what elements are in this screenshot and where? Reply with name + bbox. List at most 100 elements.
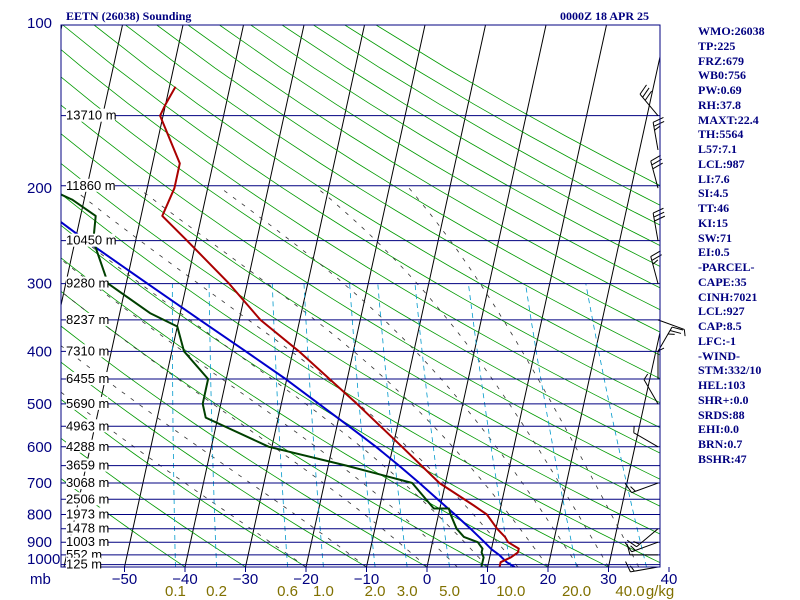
axis-labels: 13710 m 11860 m 10450 m 9280 m 8237 m 7310 m 6… — [27, 15, 677, 600]
indices-panel: WMO:26038 TP:225 FRZ:679 WB0:756 PW:0.69 RH:3… — [698, 24, 765, 467]
wind-barb — [626, 528, 659, 548]
temperature-label: 0 — [423, 571, 431, 588]
pressure-label: 800 — [27, 506, 52, 523]
wind-barb-flag — [626, 539, 637, 548]
index-item: TH:5564 — [698, 127, 744, 142]
index-item: CAPE:35 — [698, 274, 747, 289]
height-label-bg — [66, 458, 108, 472]
index-item: -PARCEL- — [698, 260, 755, 274]
plot-background — [61, 25, 660, 567]
height-label: 7310 m — [66, 343, 109, 358]
sounding-time: 0000Z 18 APR 25 — [560, 9, 650, 23]
wind-barb-staff — [650, 160, 659, 189]
pressure-label: 500 — [27, 396, 52, 413]
mixing-ratio-label: 2.0 — [365, 583, 386, 600]
wind-barb-staff — [652, 122, 659, 150]
moist-adiabat-line — [71, 187, 519, 567]
index-item: FRZ:679 — [698, 53, 744, 68]
index-item: RH:37.8 — [698, 97, 741, 112]
index-item: WMO:26038 — [698, 24, 765, 38]
index-item: WB0:756 — [698, 68, 746, 83]
index-item: MAXT:22.4 — [698, 112, 759, 127]
height-label-bg — [66, 233, 115, 247]
pressure-label: 300 — [27, 276, 52, 293]
temperature-label: 30 — [600, 571, 617, 588]
wind-barb — [657, 326, 684, 352]
wind-barb — [657, 319, 686, 337]
wind-barb — [639, 84, 659, 117]
index-item: KI:15 — [698, 215, 728, 230]
height-label-bg — [66, 507, 108, 521]
height-label: 6455 m — [66, 371, 109, 386]
height-label: 4288 m — [66, 439, 109, 454]
index-item: PW:0.69 — [698, 83, 742, 97]
mixing-ratio-label: 10.0 — [496, 583, 525, 600]
height-label-bg — [66, 476, 108, 490]
wind-barb-staff — [633, 432, 659, 448]
mixing-ratio-label: 0.1 — [165, 583, 186, 600]
height-label: 125 m — [66, 557, 102, 572]
wind-barb — [650, 154, 663, 189]
moist-adiabat-line — [61, 345, 367, 567]
wind-barb-flag — [630, 545, 636, 551]
height-label: 2506 m — [66, 491, 109, 506]
height-label-bg — [66, 344, 108, 358]
height-label-bg — [66, 439, 108, 453]
pressure-label: 200 — [27, 180, 52, 197]
wind-barb-staff — [631, 482, 659, 494]
wind-barb-flag — [652, 207, 664, 214]
isotherm-line — [0, 25, 2, 567]
temperature-label: −30 — [233, 571, 258, 588]
index-item: SRDS:88 — [698, 407, 745, 422]
index-item: EI:0.5 — [698, 245, 730, 260]
wind-barb — [650, 250, 662, 284]
height-label: 1478 m — [66, 521, 109, 536]
index-item: LI:7.6 — [698, 171, 730, 186]
wind-barb — [624, 482, 659, 494]
index-item: LFC:-1 — [698, 333, 736, 348]
wind-barb-flag — [652, 162, 663, 170]
isotherm-line — [608, 330, 660, 567]
wind-barb-staff — [652, 213, 659, 241]
height-label: 13710 m — [66, 108, 117, 123]
index-item: SW:71 — [698, 230, 733, 245]
wind-barb-flag — [654, 125, 661, 131]
temperature-label: −20 — [293, 571, 318, 588]
wind-barb — [633, 426, 659, 448]
wind-barb-flag — [652, 117, 664, 123]
pressure-label: 100 — [27, 15, 52, 32]
index-item: TP:225 — [698, 38, 736, 53]
height-label: 4963 m — [66, 418, 109, 433]
wind-barb-flag — [669, 330, 682, 334]
wind-barb-flag — [683, 329, 686, 337]
height-label-bg — [66, 396, 108, 410]
wind-barb-flag — [642, 87, 650, 98]
height-label-bg — [66, 108, 115, 122]
height-label: 11860 m — [66, 178, 116, 193]
wind-barb-flag — [644, 90, 653, 101]
wind-barb — [652, 117, 665, 150]
wind-barb-flag — [633, 541, 640, 545]
height-label-bg — [66, 492, 108, 506]
mixing-ratio-label: 1.0 — [313, 583, 334, 600]
height-label: 1003 m — [66, 534, 109, 549]
moist-adiabat-line — [61, 221, 488, 567]
wind-barb-staff — [650, 256, 659, 284]
moist-adiabat-line — [61, 258, 458, 567]
mixing-ratio-label: 0.6 — [277, 583, 298, 600]
mixing-ratio-label: 3.0 — [397, 583, 418, 600]
pressure-label: 600 — [27, 439, 52, 456]
height-label-bg — [66, 557, 101, 571]
temperature-label: 10 — [479, 571, 496, 588]
dewpoint-line — [61, 193, 485, 567]
sounding-profiles — [61, 86, 520, 567]
mixing-ratio-label: 20.0 — [562, 583, 591, 600]
index-item: -WIND- — [698, 348, 740, 363]
wind-barb — [643, 373, 659, 405]
wind-barb — [624, 541, 659, 553]
wind-barb-flag — [650, 154, 661, 162]
wind-barb-staff — [636, 528, 659, 548]
index-item: CAP:8.5 — [698, 319, 742, 333]
station-title: EETN (26038) Sounding — [66, 9, 192, 23]
